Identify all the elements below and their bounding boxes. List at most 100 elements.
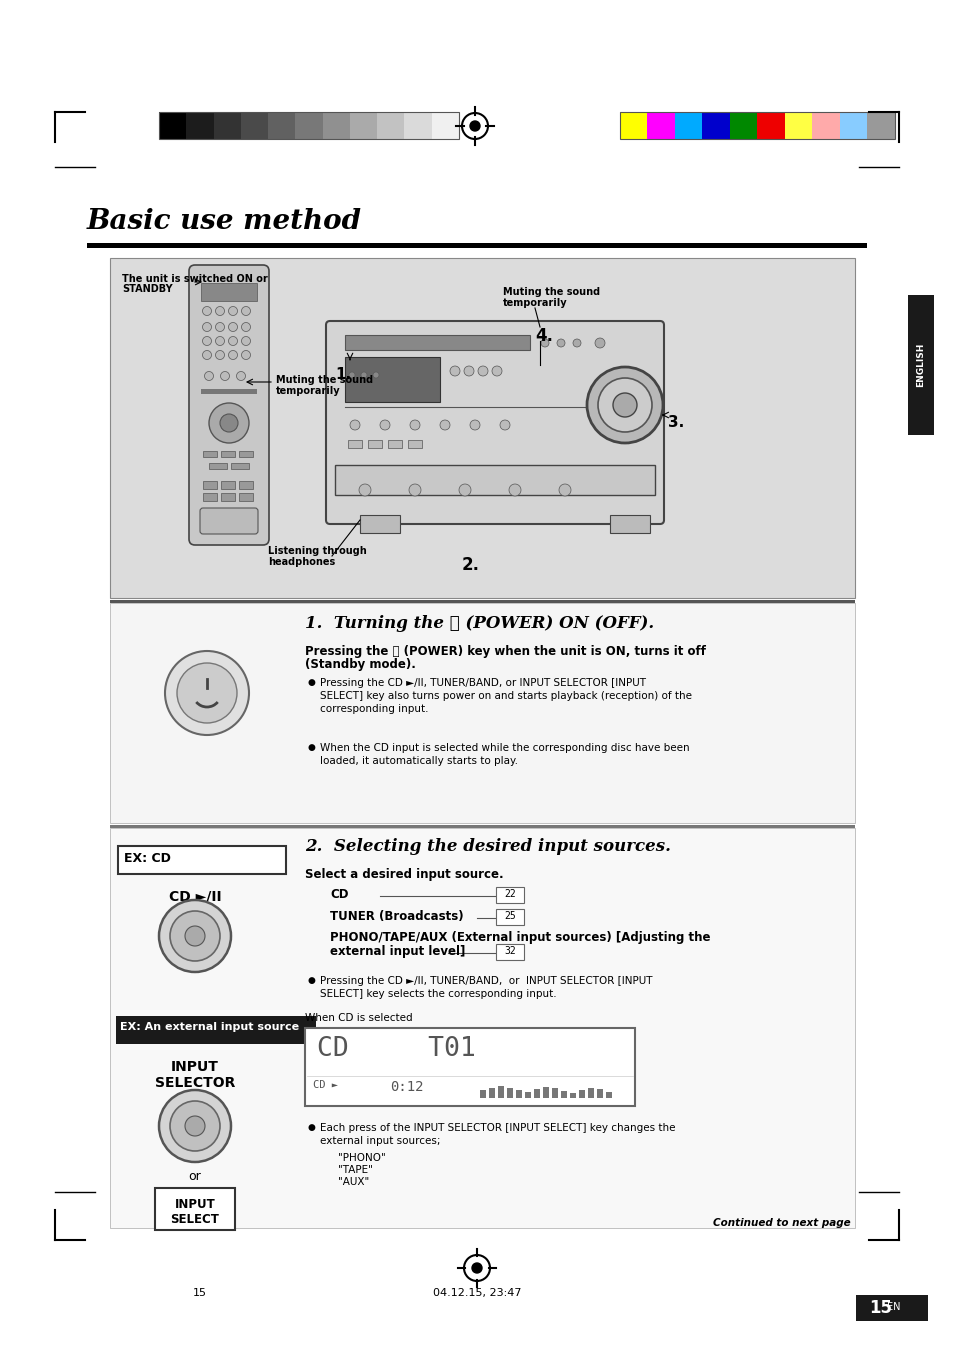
- Text: "TAPE": "TAPE": [337, 1165, 373, 1175]
- Text: Each press of the INPUT SELECTOR [INPUT SELECT] key changes the
external input s: Each press of the INPUT SELECTOR [INPUT …: [319, 1123, 675, 1146]
- Bar: [213, 112, 241, 139]
- Bar: [118, 846, 286, 874]
- Bar: [619, 112, 894, 139]
- Circle shape: [236, 372, 245, 381]
- Text: CD ►/II: CD ►/II: [169, 890, 221, 904]
- Text: PHONO/TAPE/AUX (External input sources) [Adjusting the: PHONO/TAPE/AUX (External input sources) …: [330, 931, 710, 944]
- Circle shape: [439, 420, 450, 430]
- Text: 2.  Selecting the desired input sources.: 2. Selecting the desired input sources.: [305, 838, 670, 855]
- Bar: [350, 112, 377, 139]
- Circle shape: [410, 420, 419, 430]
- Bar: [812, 112, 840, 139]
- Circle shape: [170, 911, 220, 961]
- Text: 1.: 1.: [335, 367, 351, 382]
- Circle shape: [358, 484, 371, 496]
- Text: Listening through: Listening through: [268, 546, 366, 557]
- Bar: [534, 1089, 539, 1098]
- Bar: [729, 112, 758, 139]
- Circle shape: [209, 403, 249, 443]
- Circle shape: [463, 366, 474, 376]
- Bar: [335, 465, 655, 494]
- Bar: [203, 451, 216, 457]
- Bar: [388, 440, 401, 449]
- Circle shape: [595, 338, 604, 349]
- Bar: [110, 258, 854, 598]
- Bar: [907, 295, 933, 435]
- Circle shape: [613, 393, 637, 417]
- Text: temporarily: temporarily: [502, 299, 567, 308]
- Bar: [348, 440, 361, 449]
- Circle shape: [215, 323, 224, 331]
- Bar: [154, 1188, 234, 1229]
- Bar: [231, 463, 249, 469]
- Text: Select a desired input source.: Select a desired input source.: [305, 867, 503, 881]
- Bar: [605, 1092, 612, 1098]
- Circle shape: [170, 1101, 220, 1151]
- Bar: [757, 112, 784, 139]
- Bar: [368, 440, 381, 449]
- Circle shape: [477, 366, 488, 376]
- Bar: [110, 828, 854, 1228]
- Bar: [609, 515, 649, 534]
- Circle shape: [450, 366, 459, 376]
- Circle shape: [458, 484, 471, 496]
- Bar: [268, 112, 295, 139]
- Text: ●: ●: [308, 678, 315, 688]
- Bar: [239, 481, 253, 489]
- Text: TUNER (Broadcasts): TUNER (Broadcasts): [330, 911, 463, 923]
- Circle shape: [470, 420, 479, 430]
- Bar: [221, 493, 234, 501]
- Text: When the CD input is selected while the corresponding disc have been
loaded, it : When the CD input is selected while the …: [319, 743, 689, 766]
- Text: CD     T01: CD T01: [316, 1036, 476, 1062]
- Text: Pressing the CD ►/II, TUNER/BAND, or INPUT SELECTOR [INPUT
SELECT] key also turn: Pressing the CD ►/II, TUNER/BAND, or INP…: [319, 678, 691, 715]
- Bar: [497, 1086, 503, 1098]
- Bar: [201, 389, 256, 394]
- Text: 25: 25: [503, 911, 516, 921]
- Circle shape: [409, 484, 420, 496]
- Circle shape: [470, 122, 479, 131]
- Text: temporarily: temporarily: [275, 386, 340, 396]
- Bar: [840, 112, 867, 139]
- Circle shape: [185, 1116, 205, 1136]
- Circle shape: [202, 307, 212, 316]
- Circle shape: [558, 484, 571, 496]
- Circle shape: [492, 366, 501, 376]
- Circle shape: [379, 420, 390, 430]
- Text: (Standby mode).: (Standby mode).: [305, 658, 416, 671]
- Text: ●: ●: [308, 743, 315, 753]
- Text: INPUT
SELECT: INPUT SELECT: [171, 1198, 219, 1225]
- Text: 2.: 2.: [461, 557, 479, 574]
- Bar: [239, 493, 253, 501]
- Bar: [784, 112, 812, 139]
- Circle shape: [509, 484, 520, 496]
- Bar: [542, 1088, 548, 1098]
- Circle shape: [202, 336, 212, 346]
- Circle shape: [598, 378, 651, 432]
- Circle shape: [360, 372, 367, 378]
- Bar: [221, 451, 234, 457]
- Circle shape: [204, 372, 213, 381]
- Bar: [359, 515, 399, 534]
- Circle shape: [185, 925, 205, 946]
- Circle shape: [215, 336, 224, 346]
- Bar: [619, 112, 647, 139]
- Text: 22: 22: [503, 889, 516, 898]
- Circle shape: [159, 900, 231, 971]
- Bar: [201, 282, 256, 301]
- Bar: [240, 112, 269, 139]
- Bar: [110, 600, 854, 603]
- Circle shape: [472, 1263, 481, 1273]
- Circle shape: [350, 420, 359, 430]
- Text: headphones: headphones: [268, 557, 335, 567]
- Text: Continued to next page: Continued to next page: [713, 1219, 850, 1228]
- Circle shape: [215, 350, 224, 359]
- Bar: [552, 1088, 558, 1098]
- Bar: [322, 112, 350, 139]
- Text: EX: CD: EX: CD: [124, 852, 171, 865]
- Circle shape: [220, 372, 230, 381]
- Bar: [376, 112, 404, 139]
- Text: EN: EN: [886, 1302, 900, 1312]
- Text: The unit is switched ON or: The unit is switched ON or: [122, 274, 268, 284]
- Text: INPUT
SELECTOR: INPUT SELECTOR: [154, 1061, 235, 1090]
- Text: 4.: 4.: [535, 327, 553, 345]
